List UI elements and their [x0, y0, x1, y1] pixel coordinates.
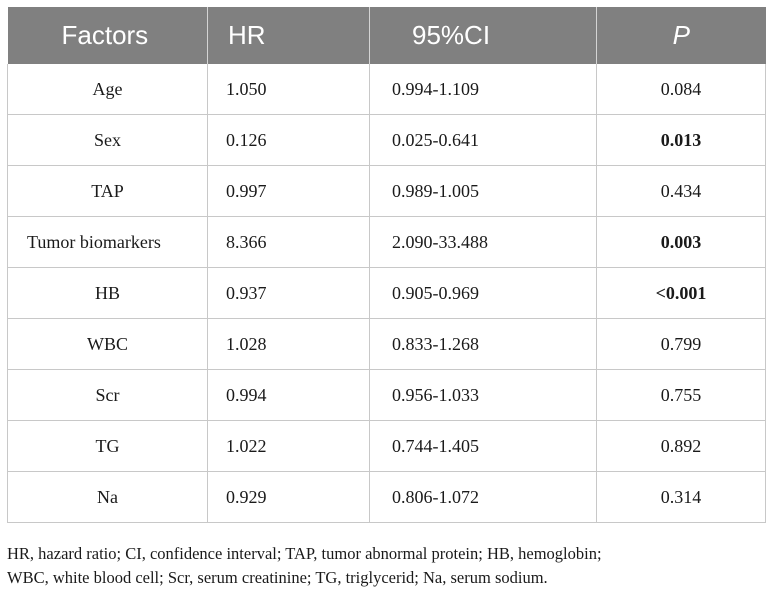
- results-table: Factors HR 95%CI P Age 1.050 0.994-1.109…: [7, 7, 766, 523]
- table-row: TG 1.022 0.744-1.405 0.892: [7, 420, 766, 472]
- hr-cell: 1.022: [207, 420, 370, 472]
- p-cell: 0.314: [596, 471, 766, 523]
- p-cell: 0.013: [596, 114, 766, 166]
- table-row: HB 0.937 0.905-0.969 <0.001: [7, 267, 766, 319]
- ci-cell: 0.025-0.641: [369, 114, 597, 166]
- header-p: P: [596, 7, 766, 64]
- hr-cell: 1.028: [207, 318, 370, 370]
- table-row: Sex 0.126 0.025-0.641 0.013: [7, 114, 766, 166]
- factor-cell: Na: [7, 471, 208, 523]
- p-cell: 0.892: [596, 420, 766, 472]
- ci-cell: 0.956-1.033: [369, 369, 597, 421]
- ci-cell: 2.090-33.488: [369, 216, 597, 268]
- p-cell: <0.001: [596, 267, 766, 319]
- table-row: Na 0.929 0.806-1.072 0.314: [7, 471, 766, 523]
- factor-cell: Age: [7, 64, 208, 115]
- footnote-line: WBC, white blood cell; Scr, serum creati…: [7, 568, 548, 587]
- table-row: Scr 0.994 0.956-1.033 0.755: [7, 369, 766, 421]
- hr-cell: 0.997: [207, 165, 370, 217]
- factor-cell: Tumor biomarkers: [7, 216, 208, 268]
- table-row: Tumor biomarkers 8.366 2.090-33.488 0.00…: [7, 216, 766, 268]
- header-ci: 95%CI: [369, 7, 597, 64]
- hr-cell: 0.929: [207, 471, 370, 523]
- ci-cell: 0.806-1.072: [369, 471, 597, 523]
- factor-cell: Scr: [7, 369, 208, 421]
- hr-cell: 0.994: [207, 369, 370, 421]
- table-footnote: HR, hazard ratio; CI, confidence interva…: [7, 542, 765, 590]
- p-cell: 0.434: [596, 165, 766, 217]
- header-factors: Factors: [7, 7, 208, 64]
- factor-cell: TAP: [7, 165, 208, 217]
- p-cell: 0.003: [596, 216, 766, 268]
- ci-cell: 0.833-1.268: [369, 318, 597, 370]
- factor-cell: WBC: [7, 318, 208, 370]
- p-cell: 0.084: [596, 64, 766, 115]
- table-row: TAP 0.997 0.989-1.005 0.434: [7, 165, 766, 217]
- footnote-line: HR, hazard ratio; CI, confidence interva…: [7, 544, 602, 563]
- factor-cell: TG: [7, 420, 208, 472]
- header-row: Factors HR 95%CI P: [7, 7, 766, 64]
- factor-cell: HB: [7, 267, 208, 319]
- table-row: WBC 1.028 0.833-1.268 0.799: [7, 318, 766, 370]
- p-cell: 0.755: [596, 369, 766, 421]
- ci-cell: 0.905-0.969: [369, 267, 597, 319]
- table-row: Age 1.050 0.994-1.109 0.084: [7, 64, 766, 115]
- ci-cell: 0.989-1.005: [369, 165, 597, 217]
- header-hr: HR: [207, 7, 370, 64]
- ci-cell: 0.744-1.405: [369, 420, 597, 472]
- factor-cell: Sex: [7, 114, 208, 166]
- hr-cell: 0.126: [207, 114, 370, 166]
- ci-cell: 0.994-1.109: [369, 64, 597, 115]
- hr-cell: 0.937: [207, 267, 370, 319]
- hr-cell: 8.366: [207, 216, 370, 268]
- results-table-container: Factors HR 95%CI P Age 1.050 0.994-1.109…: [7, 7, 766, 523]
- p-cell: 0.799: [596, 318, 766, 370]
- hr-cell: 1.050: [207, 64, 370, 115]
